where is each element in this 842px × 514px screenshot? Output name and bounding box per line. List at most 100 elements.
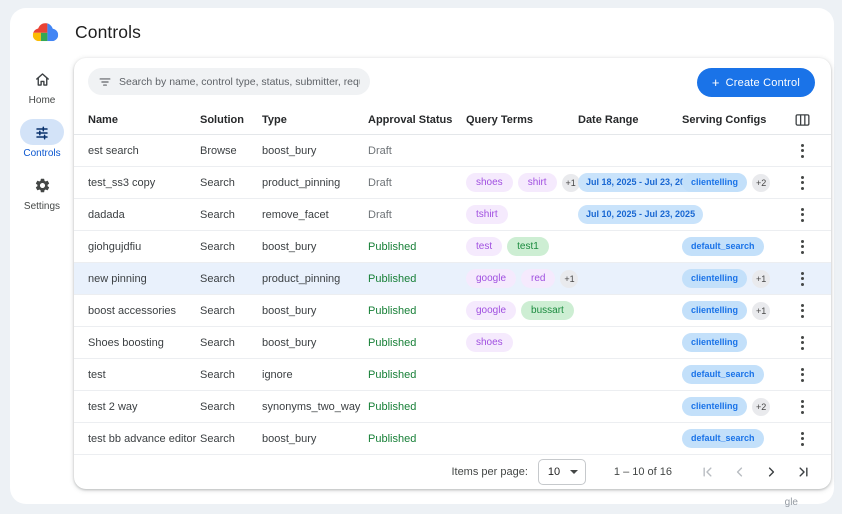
- create-control-label: Create Control: [726, 77, 800, 89]
- gear-icon: [20, 172, 64, 198]
- cell-name: test 2 way: [88, 401, 200, 413]
- kebab-menu-icon[interactable]: [795, 268, 810, 290]
- cell-solution: Search: [200, 273, 262, 285]
- cell-solution: Search: [200, 209, 262, 221]
- google-cloud-logo-icon: [32, 21, 59, 43]
- table-row[interactable]: dadadaSearchremove_facetDrafttshirtJul 1…: [74, 199, 831, 231]
- column-header-type[interactable]: Type: [262, 114, 368, 126]
- kebab-menu-icon[interactable]: [795, 172, 810, 194]
- table-row[interactable]: est searchBrowseboost_buryDraft: [74, 135, 831, 167]
- sidebar-item-settings[interactable]: Settings: [20, 172, 64, 212]
- serving-config-pill: clientelling: [682, 301, 747, 320]
- cell-query-terms: shoes: [466, 333, 578, 352]
- table-row[interactable]: boost accessoriesSearchboost_buryPublish…: [74, 295, 831, 327]
- cell-type: ignore: [262, 369, 368, 381]
- cell-row-menu: [788, 396, 817, 418]
- toolbar: + Create Control: [74, 58, 831, 105]
- pagination-range: 1 – 10 of 16: [614, 466, 672, 478]
- column-header-query-terms[interactable]: Query Terms: [466, 114, 578, 126]
- more-configs-chip: +1: [752, 302, 770, 320]
- query-term-pill: shoes: [466, 173, 513, 192]
- cell-date-range: Jul 10, 2025 - Jul 23, 2025: [578, 205, 682, 224]
- query-term-pill: shirt: [518, 173, 557, 192]
- last-page-button[interactable]: [794, 462, 813, 482]
- table-row[interactable]: Shoes boostingSearchboost_buryPublisheds…: [74, 327, 831, 359]
- kebab-menu-icon[interactable]: [795, 332, 810, 354]
- sidebar-item-label: Settings: [24, 201, 60, 212]
- cell-approval-status: Published: [368, 369, 466, 381]
- cell-name: giohgujdfiu: [88, 241, 200, 253]
- more-terms-chip: +1: [562, 174, 580, 192]
- cell-row-menu: [788, 172, 817, 194]
- items-per-page-value: 10: [548, 466, 570, 478]
- filter-list-icon: [98, 75, 112, 89]
- column-header-serving-configs[interactable]: Serving Configs: [682, 114, 788, 126]
- cell-solution: Search: [200, 369, 262, 381]
- query-term-pill: google: [466, 301, 516, 320]
- cell-solution: Browse: [200, 145, 262, 157]
- cell-name: new pinning: [88, 273, 200, 285]
- chevron-right-icon: [765, 465, 778, 479]
- page-title: Controls: [75, 22, 141, 43]
- cell-query-terms: google bussart: [466, 301, 578, 320]
- serving-config-pill: clientelling: [682, 269, 747, 288]
- items-per-page-select[interactable]: 10: [538, 459, 586, 485]
- app-window: Controls Home: [0, 0, 842, 514]
- cell-row-menu: [788, 300, 817, 322]
- column-header-solution[interactable]: Solution: [200, 114, 262, 126]
- date-range-pill: Jul 10, 2025 - Jul 23, 2025: [578, 205, 703, 224]
- sidebar-item-controls[interactable]: Controls: [20, 119, 64, 159]
- first-page-button[interactable]: [698, 462, 717, 482]
- sidebar-item-label: Home: [29, 95, 56, 106]
- kebab-menu-icon[interactable]: [795, 236, 810, 258]
- cell-query-terms: shoes shirt +1: [466, 173, 578, 192]
- cell-row-menu: [788, 204, 817, 226]
- query-term-pill: google: [466, 269, 516, 288]
- previous-page-button[interactable]: [730, 462, 749, 482]
- query-term-pill: tshirt: [466, 205, 508, 224]
- query-term-pill: red: [521, 269, 555, 288]
- cell-approval-status: Draft: [368, 145, 466, 157]
- table-row[interactable]: testSearchignorePublisheddefault_search: [74, 359, 831, 391]
- serving-config-pill: clientelling: [682, 397, 747, 416]
- cell-approval-status: Published: [368, 305, 466, 317]
- column-header-name[interactable]: Name: [88, 114, 200, 126]
- table-row[interactable]: giohgujdfiuSearchboost_buryPublishedtest…: [74, 231, 831, 263]
- cell-serving-configs: default_search: [682, 237, 788, 256]
- cell-name: Shoes boosting: [88, 337, 200, 349]
- controls-panel: + Create Control Name Solution Type Appr…: [74, 58, 831, 489]
- query-term-pill: bussart: [521, 301, 574, 320]
- kebab-menu-icon[interactable]: [795, 300, 810, 322]
- search-box[interactable]: [88, 68, 370, 95]
- kebab-menu-icon[interactable]: [795, 396, 810, 418]
- table-row[interactable]: test bb advance editorSearchboost_buryPu…: [74, 423, 831, 455]
- column-header-date-range[interactable]: Date Range: [578, 114, 682, 126]
- table-row[interactable]: new pinningSearchproduct_pinningPublishe…: [74, 263, 831, 295]
- kebab-menu-icon[interactable]: [795, 364, 810, 386]
- tune-icon: [20, 119, 64, 145]
- cell-type: product_pinning: [262, 273, 368, 285]
- cell-name: dadada: [88, 209, 200, 221]
- cell-row-menu: [788, 428, 817, 450]
- cell-date-range: Jul 18, 2025 - Jul 23, 2025: [578, 173, 682, 192]
- cell-serving-configs: clientelling +1: [682, 301, 788, 320]
- kebab-menu-icon[interactable]: [795, 428, 810, 450]
- table-row[interactable]: test 2 waySearchsynonyms_two_wayPublishe…: [74, 391, 831, 423]
- first-page-icon: [701, 465, 714, 479]
- sidebar-item-home[interactable]: Home: [20, 66, 64, 106]
- next-page-button[interactable]: [762, 462, 781, 482]
- cell-serving-configs: clientelling: [682, 333, 788, 352]
- column-header-approval-status[interactable]: Approval Status: [368, 114, 466, 126]
- search-input[interactable]: [119, 76, 360, 88]
- cell-query-terms: tshirt: [466, 205, 578, 224]
- cell-type: remove_facet: [262, 209, 368, 221]
- kebab-menu-icon[interactable]: [795, 204, 810, 226]
- table-row[interactable]: test_ss3 copySearchproduct_pinningDrafts…: [74, 167, 831, 199]
- cell-solution: Search: [200, 177, 262, 189]
- kebab-menu-icon[interactable]: [795, 140, 810, 162]
- cell-solution: Search: [200, 401, 262, 413]
- last-page-icon: [797, 465, 810, 479]
- create-control-button[interactable]: + Create Control: [697, 68, 815, 97]
- column-settings-icon[interactable]: [788, 113, 817, 127]
- cell-row-menu: [788, 364, 817, 386]
